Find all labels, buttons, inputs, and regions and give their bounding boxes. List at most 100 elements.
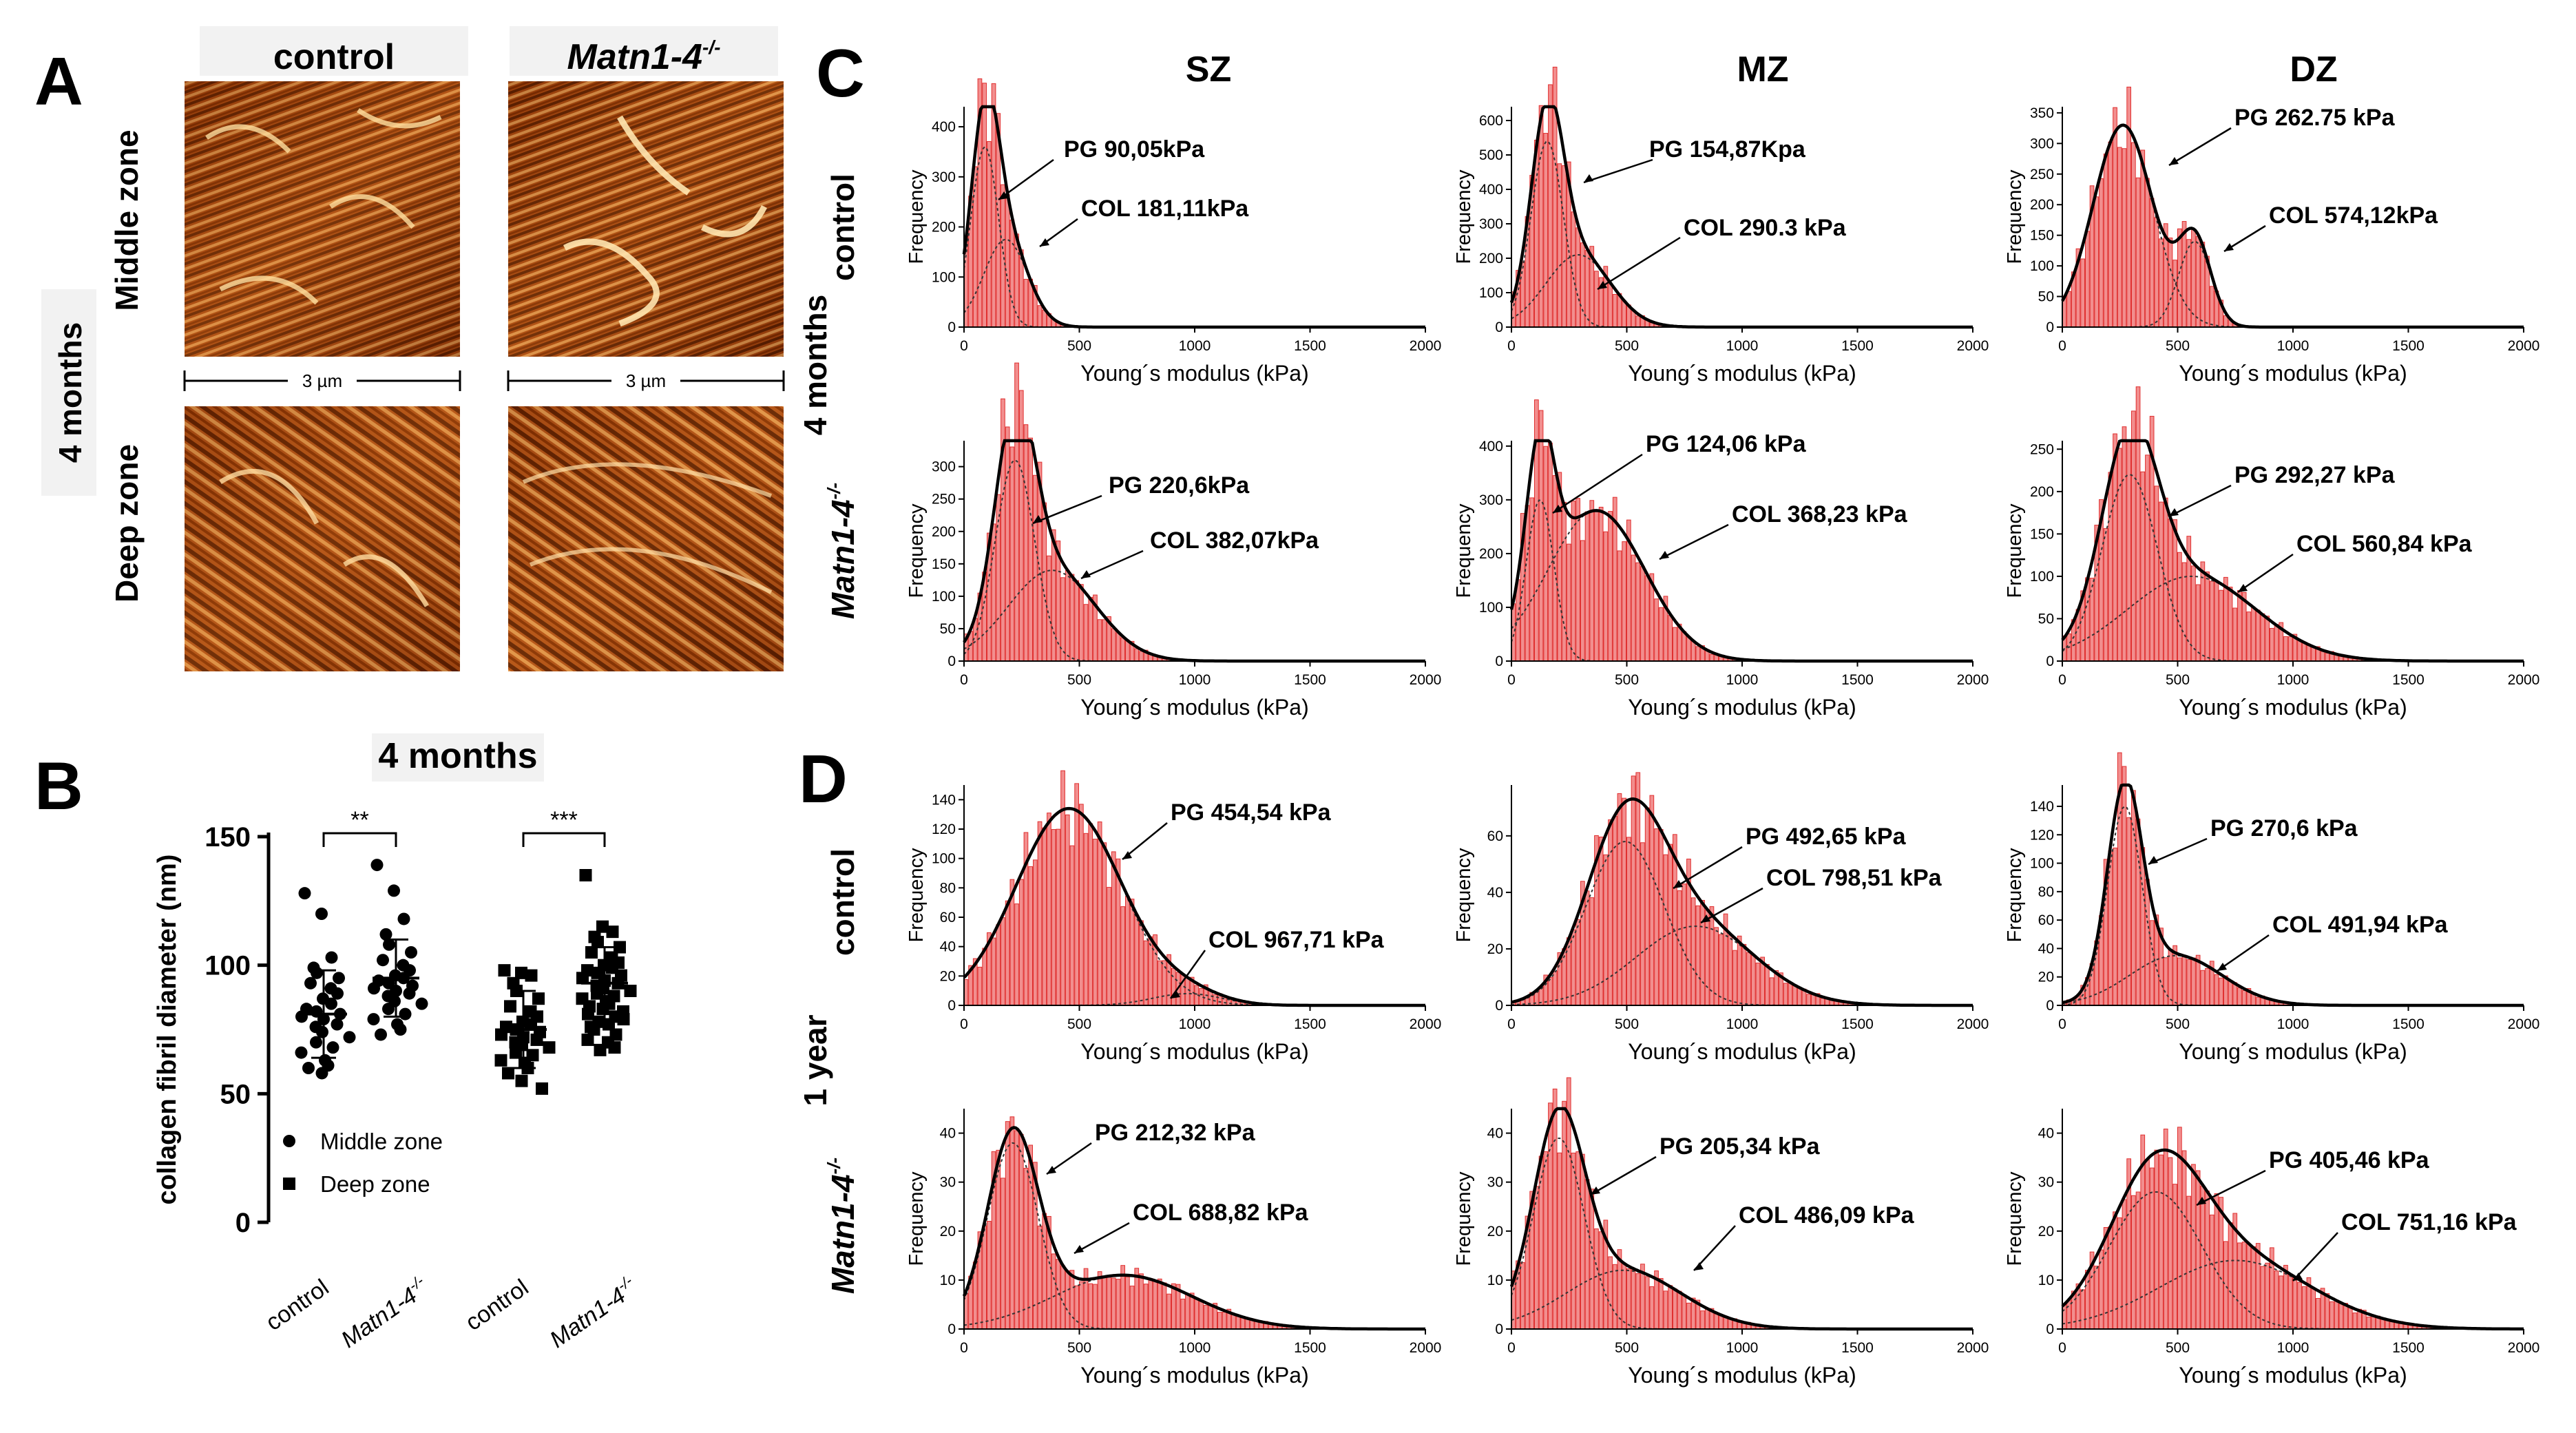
histogram-xlabel: Young´s modulus (kPa): [1080, 1363, 1308, 1388]
chart-b-category-label: Matn1-4-/-: [543, 1272, 642, 1353]
histogram-bar: [2270, 627, 2274, 662]
histogram-bar: [1028, 437, 1034, 662]
histogram-bar: [2191, 957, 2196, 1006]
histogram-xtick-label: 0: [2058, 1340, 2066, 1356]
histogram-bar: [1120, 637, 1126, 662]
histogram-bar: [1097, 1271, 1102, 1330]
annotation-arrow-pg: [2168, 127, 2232, 167]
histogram-bar: [1083, 1268, 1089, 1330]
histogram-bar: [1185, 977, 1190, 1006]
histogram-bar: [1018, 1133, 1024, 1330]
histogram-C-SZ-matn: 0 500 1000 1500 2000 0 50 100 150 200 250 300 Young´…: [905, 362, 1441, 720]
fit-component-pg: [1511, 1138, 1973, 1330]
histogram-bar: [1060, 770, 1065, 1006]
histogram-xtick-label: 1000: [2277, 1340, 2310, 1356]
histogram-bar: [1682, 883, 1687, 1006]
histogram-xlabel: Young´s modulus (kPa): [2179, 695, 2407, 720]
histogram-bar: [1047, 555, 1051, 662]
chart-b: 4 months 0 50 100 150 collagen fibril diamete…: [153, 736, 642, 1353]
histogram-bar: [2274, 1270, 2279, 1330]
histogram-ytick-label: 100: [1479, 285, 1503, 301]
histogram-bar: [991, 937, 996, 1006]
chart-b-point-square: [579, 869, 592, 881]
histogram-bar: [1111, 851, 1116, 1006]
histogram-bar: [2287, 636, 2293, 662]
annotation-arrow-col: [1700, 887, 1763, 924]
histogram-bar: [1658, 1278, 1664, 1330]
histogram-bar: [2159, 1154, 2164, 1330]
chart-b-significance-bracket: [322, 832, 397, 847]
histogram-bar: [2122, 426, 2127, 662]
histogram-ytick-label: 400: [932, 119, 956, 135]
histogram-bar: [1589, 1189, 1595, 1330]
histogram-bar: [2149, 920, 2155, 1006]
histogram-bar: [1557, 1152, 1562, 1330]
histogram-xtick-label: 2000: [1957, 338, 1989, 354]
panel-label-a: A: [34, 43, 83, 119]
histogram-bar: [987, 1220, 992, 1330]
histogram-bar: [2301, 1286, 2307, 1330]
histogram-ytick-label: 60: [2038, 912, 2054, 928]
histogram-bar: [1018, 879, 1024, 1006]
histogram-bar: [2122, 766, 2127, 1006]
histogram-bar: [1571, 1152, 1576, 1330]
histogram-bar: [2209, 1214, 2214, 1330]
histogram-bar: [1723, 1317, 1728, 1330]
histogram-bar: [2099, 178, 2104, 328]
histogram-bar: [1612, 1264, 1617, 1330]
histogram-bar: [1134, 648, 1140, 662]
annotation-arrow-pg: [1590, 1155, 1657, 1196]
histogram-bar: [2113, 1211, 2117, 1330]
histogram-bar: [1079, 1281, 1084, 1330]
histogram-bar: [1097, 822, 1102, 1006]
histogram-bar: [1037, 821, 1043, 1006]
histogram-ytick-label: 100: [2030, 258, 2054, 274]
chart-b-point-circle: [397, 912, 410, 925]
histogram-xtick-label: 1000: [1726, 1340, 1759, 1356]
chart-b-point-circle: [377, 954, 389, 967]
histogram-ytick-label: 300: [2030, 136, 2054, 151]
annotation-pg-label: PG 262.75 kPa: [2234, 105, 2396, 131]
histogram-bar: [1700, 899, 1705, 1006]
histogram-bar: [1037, 305, 1043, 328]
histogram-xtick-label: 500: [1615, 338, 1639, 354]
histogram-xtick-label: 500: [1067, 1340, 1091, 1356]
histogram-ytick-label: 300: [932, 459, 956, 475]
histogram-bar: [1658, 829, 1664, 1006]
histogram-ytick-label: 300: [1479, 216, 1503, 232]
age-label-d: 1 year: [797, 1014, 833, 1106]
histogram-ytick-label: 0: [2046, 320, 2054, 335]
histogram-bar: [1594, 271, 1599, 328]
histogram-ytick-label: 0: [1495, 653, 1503, 669]
histogram-bar: [2195, 584, 2201, 662]
annotation-arrow-col: [2292, 1232, 2338, 1282]
chart-b-point-square: [495, 1028, 507, 1041]
histogram-xtick-label: 1000: [1726, 338, 1759, 354]
histogram-bar: [2283, 1264, 2288, 1330]
chart-b-legend-marker: [283, 1178, 295, 1190]
histogram-bar: [1769, 977, 1774, 1006]
histogram-bar: [1788, 982, 1793, 1006]
histogram-bar: [1093, 1284, 1098, 1330]
histogram-bar: [1690, 641, 1696, 662]
histogram-bar: [2117, 448, 2122, 662]
histogram-bar: [1562, 165, 1567, 328]
histogram-bar: [2126, 817, 2132, 1006]
histogram-xtick-label: 2000: [1410, 338, 1442, 354]
histogram-xtick-label: 1000: [1179, 1016, 1211, 1032]
chart-b-point-square: [608, 1041, 621, 1054]
histogram-bar: [1631, 554, 1636, 662]
histogram-bar: [2145, 879, 2150, 1006]
histogram-bar: [2325, 652, 2330, 662]
histogram-bar: [1644, 575, 1650, 662]
histogram-bar: [2168, 238, 2173, 328]
chart-b-point-square: [502, 1067, 514, 1080]
histogram-bar: [2172, 1184, 2178, 1330]
histogram-bar: [1635, 1273, 1641, 1330]
histogram-ytick-label: 350: [2030, 105, 2054, 121]
histogram-ylabel: Frequency: [2004, 1171, 2026, 1266]
histogram-xtick-label: 500: [1615, 1340, 1639, 1356]
header-box-matn: [510, 26, 778, 76]
chart-b-ytick-label: 50: [220, 1079, 251, 1109]
